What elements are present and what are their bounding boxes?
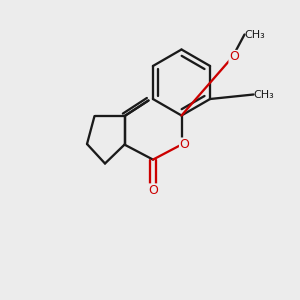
Text: O: O — [180, 138, 189, 151]
Text: CH₃: CH₃ — [254, 89, 274, 100]
Text: O: O — [148, 184, 158, 197]
Text: CH₃: CH₃ — [244, 29, 265, 40]
Text: O: O — [229, 50, 239, 64]
